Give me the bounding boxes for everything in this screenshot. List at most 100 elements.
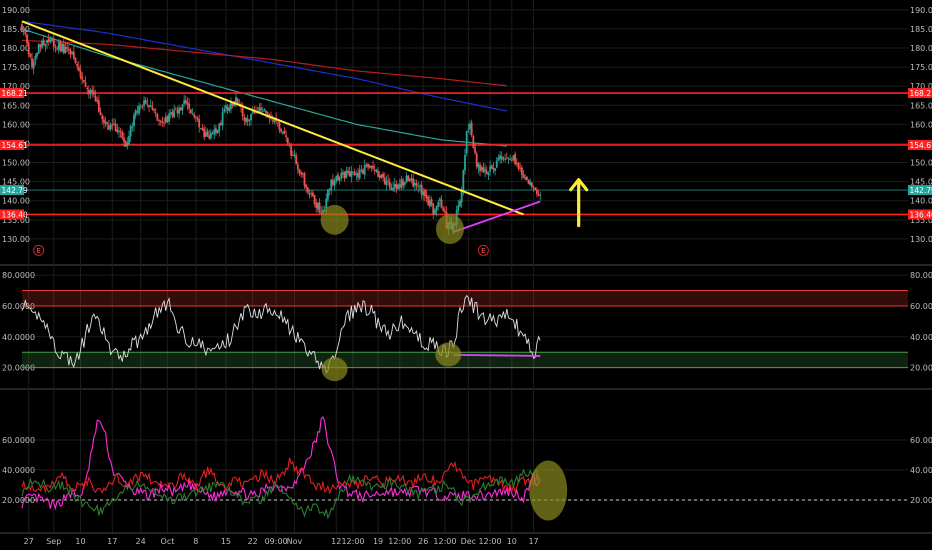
candle-body — [482, 167, 485, 173]
candle-body — [527, 179, 530, 184]
candle-body — [340, 173, 343, 179]
candle-body — [420, 184, 423, 195]
candle-body — [422, 191, 425, 196]
last-price-badge-right — [908, 185, 932, 196]
candle-body — [243, 117, 246, 121]
price-axis-label-left: 180.00 — [2, 44, 30, 53]
candle-body — [221, 112, 224, 126]
candle-body — [507, 158, 510, 160]
candle-body — [121, 131, 124, 139]
candle-body — [84, 82, 87, 87]
candle-body — [56, 48, 59, 50]
level-badge-right — [908, 209, 932, 220]
candle-body — [439, 198, 441, 201]
candle-body — [338, 178, 341, 181]
candle-body — [213, 129, 216, 135]
level-badge-right — [908, 88, 932, 99]
candle-body — [301, 173, 304, 175]
candle-body — [412, 178, 415, 187]
candle-body — [176, 110, 179, 114]
candle-body — [171, 112, 174, 117]
candle-body — [280, 128, 283, 132]
candle-body — [72, 51, 75, 59]
candle-body — [52, 39, 55, 47]
candle-body — [500, 156, 503, 160]
candle-body — [141, 106, 144, 108]
candle-body — [494, 168, 496, 171]
candle-body — [442, 208, 445, 211]
candle-body — [263, 109, 266, 111]
candle-body — [206, 131, 209, 136]
price-axis-label-right: 160.00 — [910, 120, 932, 129]
candle-body — [525, 176, 528, 181]
candle-body — [397, 184, 400, 189]
candle-body — [161, 121, 164, 124]
highlight-ellipse — [321, 357, 348, 382]
candle-body — [472, 136, 475, 149]
time-axis-label: 19 — [373, 537, 383, 546]
candle-body — [228, 107, 231, 111]
time-axis-label: 22 — [248, 537, 258, 546]
candle-body — [266, 112, 269, 114]
candle-body — [126, 142, 129, 147]
candle-body — [298, 169, 301, 173]
candle-body — [220, 122, 222, 126]
candle-body — [537, 194, 540, 196]
candle-body — [408, 179, 411, 182]
candle-body — [273, 117, 276, 122]
candle-body — [178, 107, 181, 114]
dmi-axis-label-left: 60.0000 — [2, 436, 35, 445]
candle-body — [333, 180, 336, 186]
level-badge-left — [0, 139, 24, 150]
candle-body — [211, 133, 214, 135]
candle-body — [390, 187, 393, 190]
candle-body — [108, 125, 110, 130]
oversold-zone — [22, 352, 908, 368]
candle-body — [378, 175, 381, 178]
dmi-axis-label-right: 40.0000 — [910, 466, 932, 475]
price-axis-label-right: 150.00 — [910, 159, 932, 168]
time-axis-label: 12:00 — [433, 537, 456, 546]
candle-body — [332, 179, 334, 185]
time-axis-label: 12:00 — [388, 537, 411, 546]
candle-body — [465, 130, 468, 154]
moving-average-line — [21, 28, 507, 147]
candle-body — [208, 135, 211, 139]
candle-body — [218, 123, 221, 132]
candle-body — [524, 177, 527, 180]
candle-body — [116, 129, 119, 133]
candle-body — [303, 173, 306, 186]
candle-body — [146, 103, 149, 105]
candle-body — [163, 122, 165, 124]
candle-body — [532, 186, 535, 188]
candle-body — [380, 174, 383, 178]
candle-body — [41, 40, 43, 48]
candle-body — [504, 158, 507, 160]
candle-body — [169, 112, 172, 115]
candle-body — [393, 184, 396, 188]
candle-body — [316, 202, 319, 210]
candle-body — [534, 187, 537, 191]
candle-body — [104, 121, 107, 124]
candle-body — [315, 202, 318, 209]
candle-body — [139, 105, 142, 107]
candle-body — [236, 98, 239, 104]
price-axis-label-right: 190.00 — [910, 6, 932, 15]
candle-body — [462, 170, 465, 192]
candle-body — [387, 180, 390, 182]
candle-body — [365, 164, 368, 166]
candle-body — [515, 163, 518, 165]
candle-body — [415, 183, 418, 187]
candle-body — [367, 164, 369, 167]
event-marker-label: E — [481, 247, 485, 255]
price-divergence-line — [452, 200, 541, 233]
price-axis-label-right: 135.00 — [910, 216, 932, 225]
candle-body — [67, 48, 70, 51]
candle-body — [373, 169, 376, 171]
time-axis-label: 12:00 — [479, 537, 502, 546]
candle-body — [485, 170, 488, 174]
candle-body — [492, 167, 495, 170]
candle-body — [188, 103, 191, 109]
candle-body — [352, 171, 354, 173]
